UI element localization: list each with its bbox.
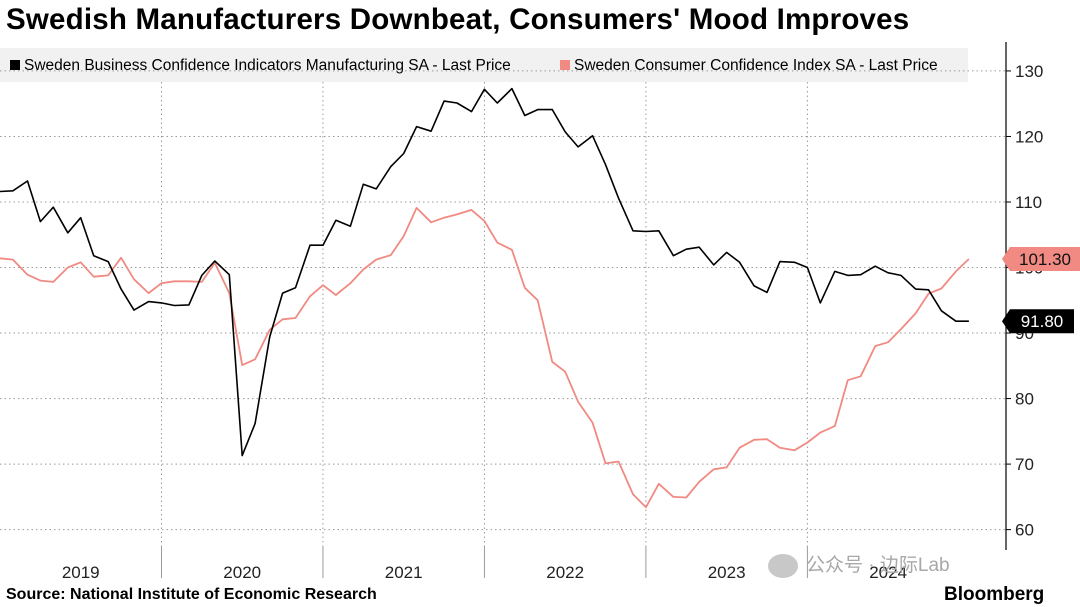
- legend-label-consumer: Sweden Consumer Confidence Index SA - La…: [574, 57, 938, 74]
- watermark: 公众号 · 边际Lab: [768, 550, 950, 578]
- last-value-tag-business: [1002, 309, 1074, 334]
- legend-item-business: Sweden Business Confidence Indicators Ma…: [10, 57, 511, 75]
- x-tick-label-2019: 2019: [62, 563, 100, 582]
- x-tick-label-2023: 2023: [708, 563, 746, 582]
- legend-item-consumer: Sweden Consumer Confidence Index SA - La…: [560, 57, 938, 75]
- last-value-tag-consumer-text: 101.30: [1019, 250, 1071, 269]
- source-note: Source: National Institute of Economic R…: [6, 586, 377, 603]
- y-tick-label-110: 110: [1015, 193, 1042, 212]
- last-value-tag-business-text: 91.80: [1021, 312, 1064, 331]
- legend-swatch-business: [10, 59, 20, 70]
- legend-swatch-consumer: [560, 59, 570, 70]
- bloomberg-logo: Bloomberg: [944, 584, 1045, 605]
- x-tick-label-2024: 2024: [869, 563, 907, 582]
- last-value-tag-consumer: [1002, 246, 1080, 271]
- series-line-business-confidence: [0, 87, 969, 457]
- y-tick-label-80: 80: [1015, 390, 1034, 409]
- y-tick-label-60: 60: [1015, 521, 1034, 540]
- x-tick-label-2021: 2021: [385, 563, 423, 582]
- x-tick-label-2020: 2020: [223, 563, 261, 582]
- watermark-text: 公众号 · 边际Lab: [806, 555, 950, 576]
- chart-title: Swedish Manufacturers Downbeat, Consumer…: [6, 3, 910, 36]
- series-line-consumer-confidence: [0, 206, 970, 509]
- y-tick-label-130: 130: [1015, 62, 1043, 81]
- legend: Sweden Business Confidence Indicators Ma…: [0, 48, 968, 82]
- x-tick-label-2022: 2022: [546, 563, 584, 582]
- legend-label-business: Sweden Business Confidence Indicators Ma…: [24, 57, 511, 74]
- wechat-icon: [768, 553, 798, 578]
- y-tick-label-70: 70: [1015, 455, 1034, 474]
- y-tick-label-120: 120: [1015, 127, 1043, 146]
